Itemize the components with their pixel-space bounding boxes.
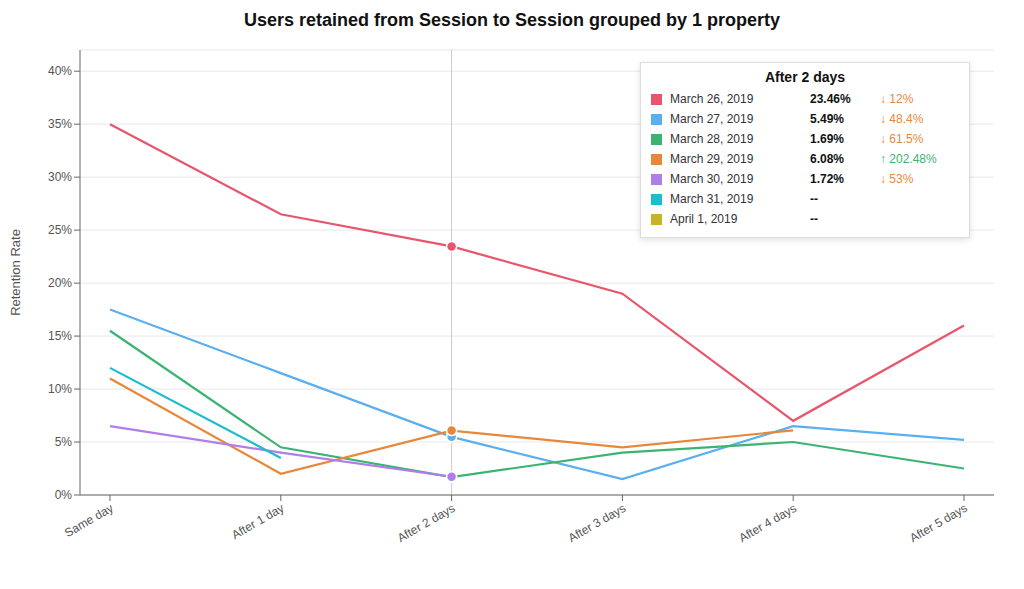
svg-text:After 5 days: After 5 days (907, 501, 969, 545)
html-text:23.46%: 23.46% (810, 92, 851, 106)
svg-text:10%: 10% (48, 382, 72, 396)
html-text:5.49%: 5.49% (810, 112, 844, 126)
html-text:1.72%: 1.72% (810, 172, 844, 186)
html-text:March 30, 2019: March 30, 2019 (670, 172, 754, 186)
html-text:↑ 202.48%: ↑ 202.48% (880, 152, 937, 166)
svg-text:30%: 30% (48, 170, 72, 184)
html-text:1.69%: 1.69% (810, 132, 844, 146)
svg-text:Retention Rate: Retention Rate (8, 229, 23, 316)
html-text:March 26, 2019: March 26, 2019 (670, 92, 754, 106)
html-text:After 2 days: After 2 days (764, 69, 846, 85)
svg-text:0%: 0% (55, 488, 73, 502)
svg-text:Same day: Same day (62, 501, 116, 540)
html-text:↓ 61.5%: ↓ 61.5% (880, 132, 924, 146)
html-text:Users retained from Session to: Users retained from Session to Session g… (243, 10, 781, 30)
svg-text:20%: 20% (48, 276, 72, 290)
svg-text:40%: 40% (48, 64, 72, 78)
svg-text:After 2 days: After 2 days (395, 501, 457, 545)
html-text:March 29, 2019: March 29, 2019 (670, 152, 754, 166)
html-text:↓ 53%: ↓ 53% (880, 172, 914, 186)
html-text:↓ 12%: ↓ 12% (880, 92, 914, 106)
html-text:March 27, 2019: March 27, 2019 (670, 112, 754, 126)
html-text:↓ 48.4%: ↓ 48.4% (880, 112, 924, 126)
svg-text:After 4 days: After 4 days (737, 501, 799, 545)
svg-text:25%: 25% (48, 223, 72, 237)
svg-text:After 3 days: After 3 days (566, 501, 628, 545)
svg-text:15%: 15% (48, 329, 72, 343)
html-text:March 28, 2019: March 28, 2019 (670, 132, 754, 146)
svg-text:After 1 day: After 1 day (229, 501, 286, 542)
html-text:March 31, 2019: March 31, 2019 (670, 192, 754, 206)
html-text:6.08%: 6.08% (810, 152, 844, 166)
svg-text:35%: 35% (48, 117, 72, 131)
svg-text:5%: 5% (55, 435, 73, 449)
html-text:April 1, 2019: April 1, 2019 (670, 212, 738, 226)
